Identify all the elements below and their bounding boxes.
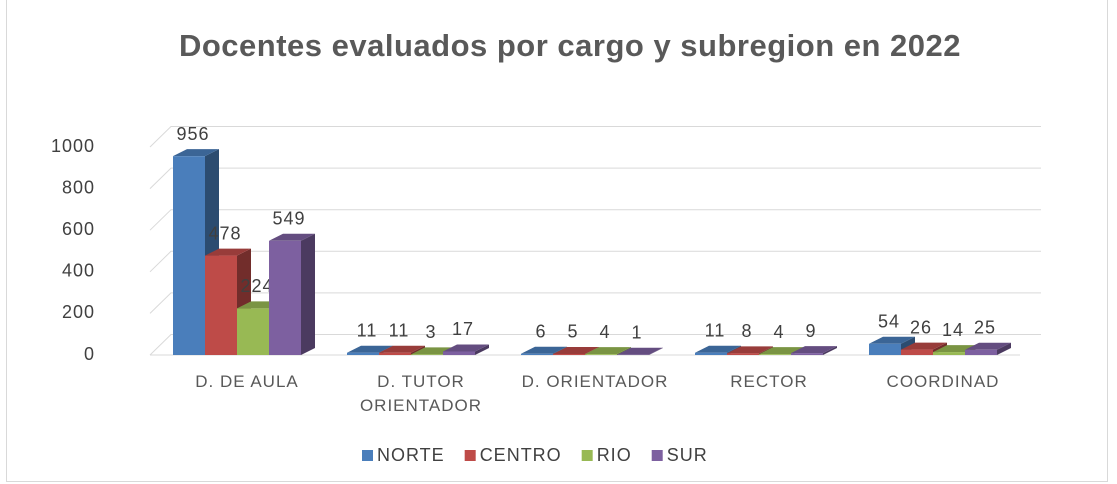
data-label: 8 (741, 321, 752, 341)
grid-line (149, 250, 1041, 273)
data-label: 14 (942, 320, 964, 340)
legend-label: RIO (597, 445, 632, 465)
bar-top (791, 346, 837, 354)
bar (379, 352, 411, 355)
data-label: 224 (240, 276, 273, 296)
data-label: 5 (567, 322, 578, 342)
bar (901, 349, 933, 355)
data-label: 26 (910, 317, 932, 337)
data-label: 3 (425, 322, 436, 342)
x-tick-label: RECTOR (730, 372, 808, 391)
bar (791, 353, 823, 355)
y-tick-label: 1000 (51, 136, 95, 156)
y-tick-label: 0 (84, 344, 95, 364)
bar (443, 351, 475, 355)
data-label: 956 (176, 124, 209, 144)
bar (347, 352, 379, 355)
chart-title: Docentes evaluados por cargo y subregion… (178, 28, 962, 63)
data-label: 4 (599, 322, 610, 342)
legend-swatch (464, 450, 476, 461)
bar-top (205, 248, 251, 256)
legend-swatch (362, 450, 373, 461)
bar-side (997, 342, 1011, 355)
bar (585, 354, 617, 355)
bar-top (269, 233, 315, 241)
bar (173, 156, 205, 355)
bar-top (965, 342, 1011, 350)
bar-side (301, 233, 315, 355)
data-label: 6 (535, 322, 546, 342)
bar-top (173, 149, 219, 157)
data-label: 11 (357, 320, 378, 340)
bar-top (347, 345, 393, 353)
bar-top (727, 346, 773, 354)
bar (727, 353, 759, 355)
data-label: 478 (208, 223, 241, 243)
y-tick-label: 200 (62, 302, 95, 322)
data-label: 25 (974, 318, 996, 338)
bar-side (649, 347, 663, 355)
data-label: 9 (805, 321, 816, 341)
data-label: 11 (389, 320, 410, 340)
x-tick-label: D. ORIENTADOR (521, 372, 669, 391)
legend-label: SUR (667, 445, 708, 465)
x-tick-label: D. TUTOR ORIENTADOR (359, 372, 483, 415)
bar (695, 352, 727, 355)
grid-line (149, 292, 1041, 314)
bar-side (823, 346, 837, 355)
bar (869, 343, 901, 355)
data-label: 1 (631, 323, 642, 343)
bar (205, 255, 237, 355)
bar-top (869, 336, 915, 344)
y-tick-label: 400 (62, 261, 95, 281)
legend-swatch (651, 450, 663, 461)
bar-top (695, 345, 741, 353)
bar (269, 240, 301, 355)
grid-line (149, 209, 1041, 231)
bar (965, 349, 997, 355)
grid-line (149, 167, 1041, 189)
bar (553, 353, 585, 355)
bar-top (617, 347, 663, 355)
bar (759, 354, 791, 355)
grid-line (149, 334, 1041, 356)
bar (521, 353, 553, 355)
y-tick-label: 800 (62, 177, 95, 197)
legend-label: NORTE (377, 445, 445, 465)
bar-top (585, 347, 631, 355)
bar (933, 352, 965, 355)
bar-top (521, 346, 567, 354)
data-label: 17 (452, 319, 474, 339)
bar-top (379, 345, 425, 353)
grid-line (149, 126, 1041, 148)
bar-top (553, 346, 599, 354)
legend-label: CENTRO (480, 445, 562, 465)
legend-swatch (581, 450, 593, 461)
bar (237, 308, 269, 355)
data-label: 11 (705, 320, 726, 340)
y-tick-label: 600 (62, 219, 95, 239)
chart-frame (6, 0, 1108, 482)
bar-top (901, 342, 947, 350)
x-tick-label: D. DE AULA (195, 372, 299, 391)
data-label: 54 (878, 312, 900, 332)
bar-top (443, 344, 489, 352)
data-label: 4 (773, 322, 784, 342)
bar (411, 354, 443, 355)
data-label: 549 (272, 209, 305, 229)
bar-side (475, 344, 489, 355)
x-tick-label: COORDINAD (886, 372, 1000, 391)
